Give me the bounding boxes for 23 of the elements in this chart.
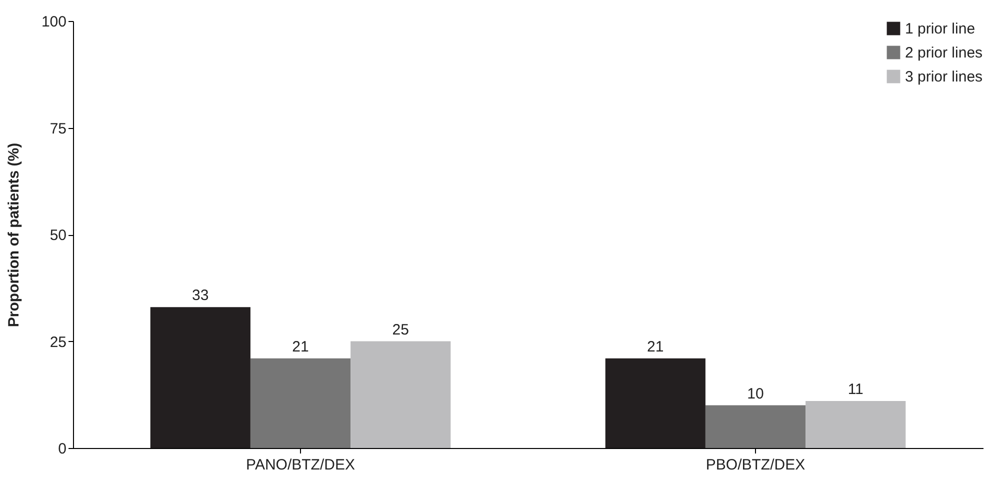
legend-label: 3 prior lines — [905, 68, 983, 86]
y-tick-label: 50 — [50, 227, 66, 244]
y-tick-label: 0 — [58, 440, 66, 458]
data-label: 10 — [747, 385, 764, 402]
data-label: 21 — [647, 338, 664, 356]
x-tick-label: PBO/BTZ/DEX — [706, 456, 806, 474]
bar — [250, 358, 351, 448]
legend-label: 2 prior lines — [905, 44, 983, 62]
y-tick-label: 100 — [41, 14, 66, 30]
x-tick-label: PANO/BTZ/DEX — [246, 456, 355, 474]
data-label: 25 — [392, 321, 409, 338]
bar — [150, 307, 250, 448]
bar — [350, 341, 451, 448]
data-label: 11 — [848, 381, 864, 398]
data-label: 33 — [192, 287, 209, 304]
bar — [605, 358, 706, 448]
y-tick-label: 75 — [50, 120, 66, 138]
y-axis-title: Proportion of patients (%) — [5, 142, 22, 328]
bar — [806, 401, 906, 448]
y-tick-label: 25 — [50, 334, 66, 351]
bar — [705, 405, 806, 448]
legend-label: 1 prior line — [905, 20, 976, 38]
data-label: 21 — [292, 338, 309, 356]
